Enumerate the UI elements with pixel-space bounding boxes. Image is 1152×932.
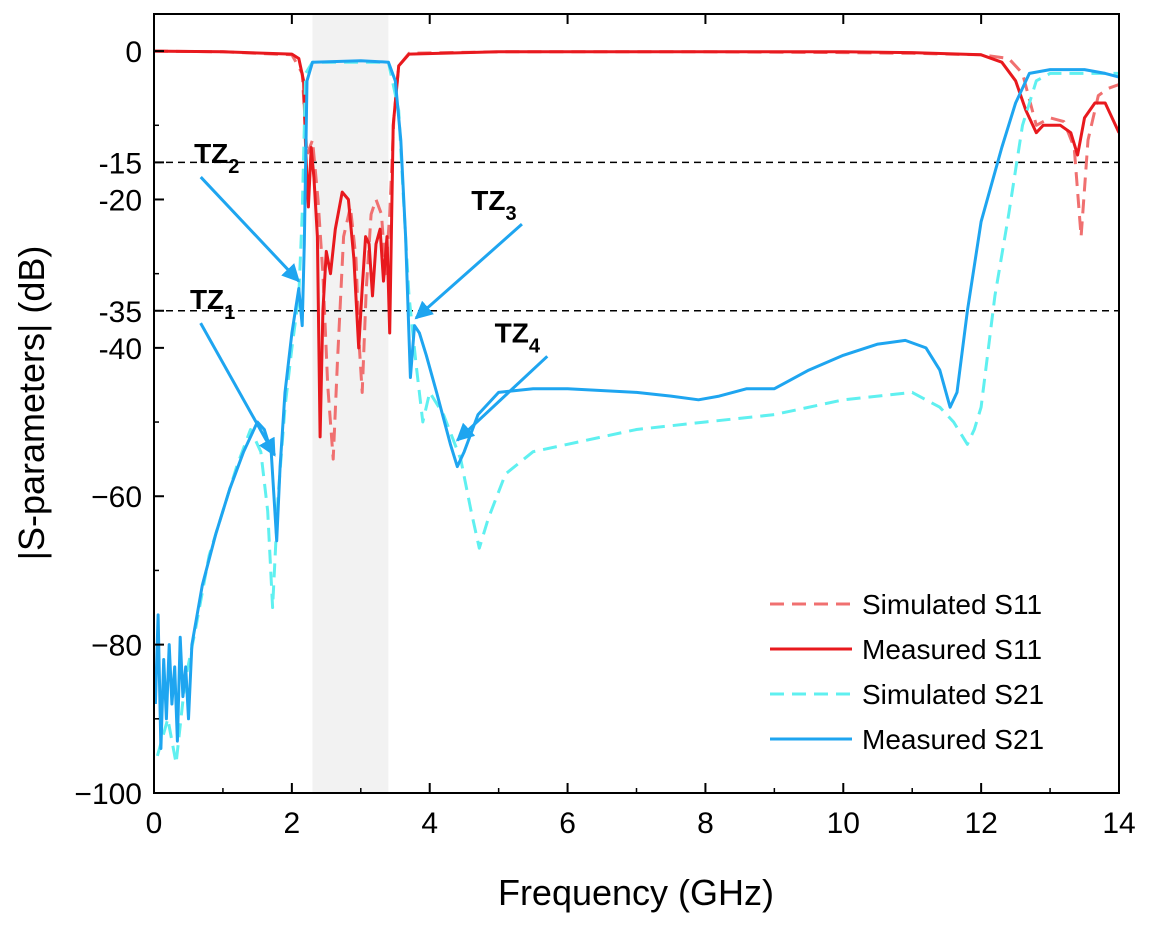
legend: Simulated S11 Measured S11 Simulated S21 Me…	[770, 589, 1044, 755]
x-tick-label: 10	[827, 807, 860, 840]
x-tick-label: 4	[421, 807, 438, 840]
tz2-label: TZ2	[194, 138, 239, 178]
y-tick-label: −60	[91, 481, 142, 514]
passband-shading	[312, 14, 389, 793]
x-tick-label: 14	[1102, 807, 1135, 840]
tz3-label: TZ3	[471, 185, 516, 225]
series-line-measured-s21	[154, 59, 1119, 750]
series-line-simulated-s21	[155, 60, 1119, 765]
y-tick-label: −100	[74, 778, 142, 811]
y-tick-label: -40	[99, 333, 142, 366]
y-axis-title: |S-parameters| (dB)	[11, 246, 52, 561]
legend-label: Simulated S21	[862, 679, 1044, 710]
tz4-label: TZ4	[495, 317, 541, 357]
y-tick-label: -15	[99, 147, 142, 180]
plot-frame	[153, 13, 1120, 794]
y-tick-label: -20	[99, 184, 142, 217]
tz2-arrow	[199, 176, 300, 283]
y-tick-label: -35	[99, 296, 142, 329]
legend-label: Simulated S11	[862, 589, 1042, 620]
x-tick-label: 2	[284, 807, 301, 840]
series-layer	[154, 49, 1119, 765]
tz4-arrow	[455, 355, 549, 442]
x-tick-label: 8	[697, 807, 714, 840]
legend-label: Measured S11	[862, 634, 1042, 665]
x-axis-title: Frequency (GHz)	[498, 872, 774, 913]
x-tick-label: 6	[559, 807, 576, 840]
series-line-measured-s11	[154, 49, 1119, 439]
series-line-simulated-s11	[154, 49, 1119, 461]
tz1-label: TZ1	[190, 284, 235, 324]
y-tick-label: −80	[91, 630, 142, 663]
tz3-arrow	[414, 223, 523, 320]
x-tick-label: 12	[964, 807, 997, 840]
axis-ticks: 0 2 4 6 8 10 12 14 0 -15 -20 -35 -40 −60 −80 −100	[74, 14, 1136, 840]
tz1-arrow	[199, 322, 276, 457]
legend-label: Measured S21	[862, 724, 1044, 755]
reference-lines	[154, 161, 1119, 312]
x-tick-label: 0	[146, 807, 163, 840]
y-tick-label: 0	[125, 36, 142, 69]
